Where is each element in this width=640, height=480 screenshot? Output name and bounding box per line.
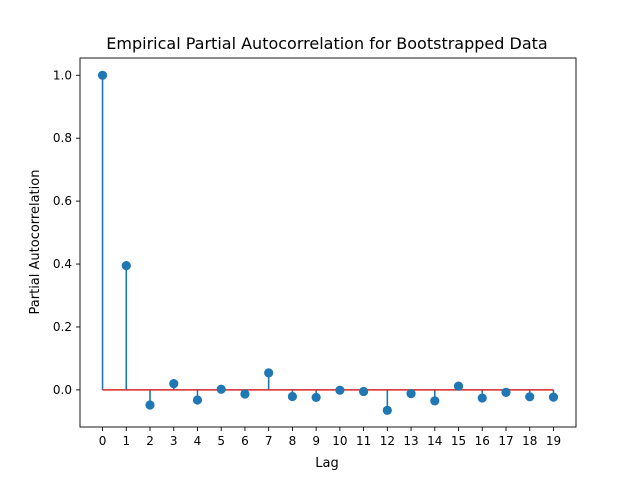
- stem-marker-lag-9: [311, 392, 321, 403]
- stem-marker-lag-1: [121, 261, 131, 271]
- x-tick-label: 4: [194, 434, 202, 448]
- stem-marker-lag-11: [358, 386, 369, 397]
- x-tick-label: 16: [475, 434, 490, 448]
- x-tick-label: 10: [332, 434, 347, 448]
- stem-marker-lag-7: [264, 368, 274, 378]
- stem-marker-lag-3: [169, 378, 179, 389]
- chart-title: Empirical Partial Autocorrelation for Bo…: [106, 34, 547, 53]
- x-tick-label: 2: [146, 434, 154, 448]
- stem-marker-lag-10: [335, 385, 345, 395]
- x-tick-label: 19: [546, 434, 561, 448]
- y-tick-label: 0.8: [53, 131, 72, 145]
- stem-marker-lag-4: [192, 395, 203, 405]
- y-axis-label: Partial Autocorrelation: [28, 170, 43, 315]
- x-tick-label: 5: [217, 434, 225, 448]
- x-tick-label: 17: [498, 434, 513, 448]
- y-tick-label: 0.4: [53, 257, 72, 271]
- stem-marker-lag-15: [453, 381, 464, 391]
- x-tick-label: 9: [312, 434, 320, 448]
- stem-marker-lag-6: [240, 389, 250, 399]
- stem-marker-lag-17: [501, 387, 511, 397]
- stem-marker-lag-16: [477, 393, 487, 403]
- stem-marker-lag-5: [216, 384, 226, 394]
- axes-frame: [79, 57, 577, 428]
- x-tick-label: 13: [403, 434, 418, 448]
- y-tick-label: 0.6: [53, 194, 72, 208]
- y-tick-label: 1.0: [53, 68, 72, 82]
- stem-marker-lag-19: [548, 392, 559, 402]
- x-tick-label: 7: [265, 434, 273, 448]
- stem-marker-lag-0: [97, 70, 108, 80]
- x-tick-label: 15: [451, 434, 466, 448]
- stem-marker-lag-13: [406, 389, 416, 399]
- y-tick-label: 0.0: [53, 383, 72, 397]
- stem-marker-lag-12: [382, 405, 392, 415]
- y-tick-label: 0.2: [53, 320, 72, 334]
- x-tick-label: 3: [170, 434, 178, 448]
- stem-marker-lag-14: [430, 396, 440, 406]
- x-tick-label: 12: [380, 434, 395, 448]
- stem-marker-lag-18: [525, 392, 535, 402]
- x-tick-label: 18: [522, 434, 537, 448]
- x-axis-label: Lag: [315, 456, 338, 471]
- x-tick-label: 11: [356, 434, 371, 448]
- plot-area: 0.00.20.40.60.81.00 1 2 3 4 5 6 7 8 9 10 11 12 13 14 15…: [53, 57, 577, 448]
- x-tick-label: 8: [289, 434, 297, 448]
- x-tick-label: 6: [241, 434, 249, 448]
- x-tick-label: 1: [122, 434, 130, 448]
- x-tick-label: 0: [99, 434, 107, 448]
- x-tick-label: 14: [427, 434, 442, 448]
- stem-marker-lag-8: [287, 391, 298, 402]
- stem-marker-lag-2: [145, 400, 155, 410]
